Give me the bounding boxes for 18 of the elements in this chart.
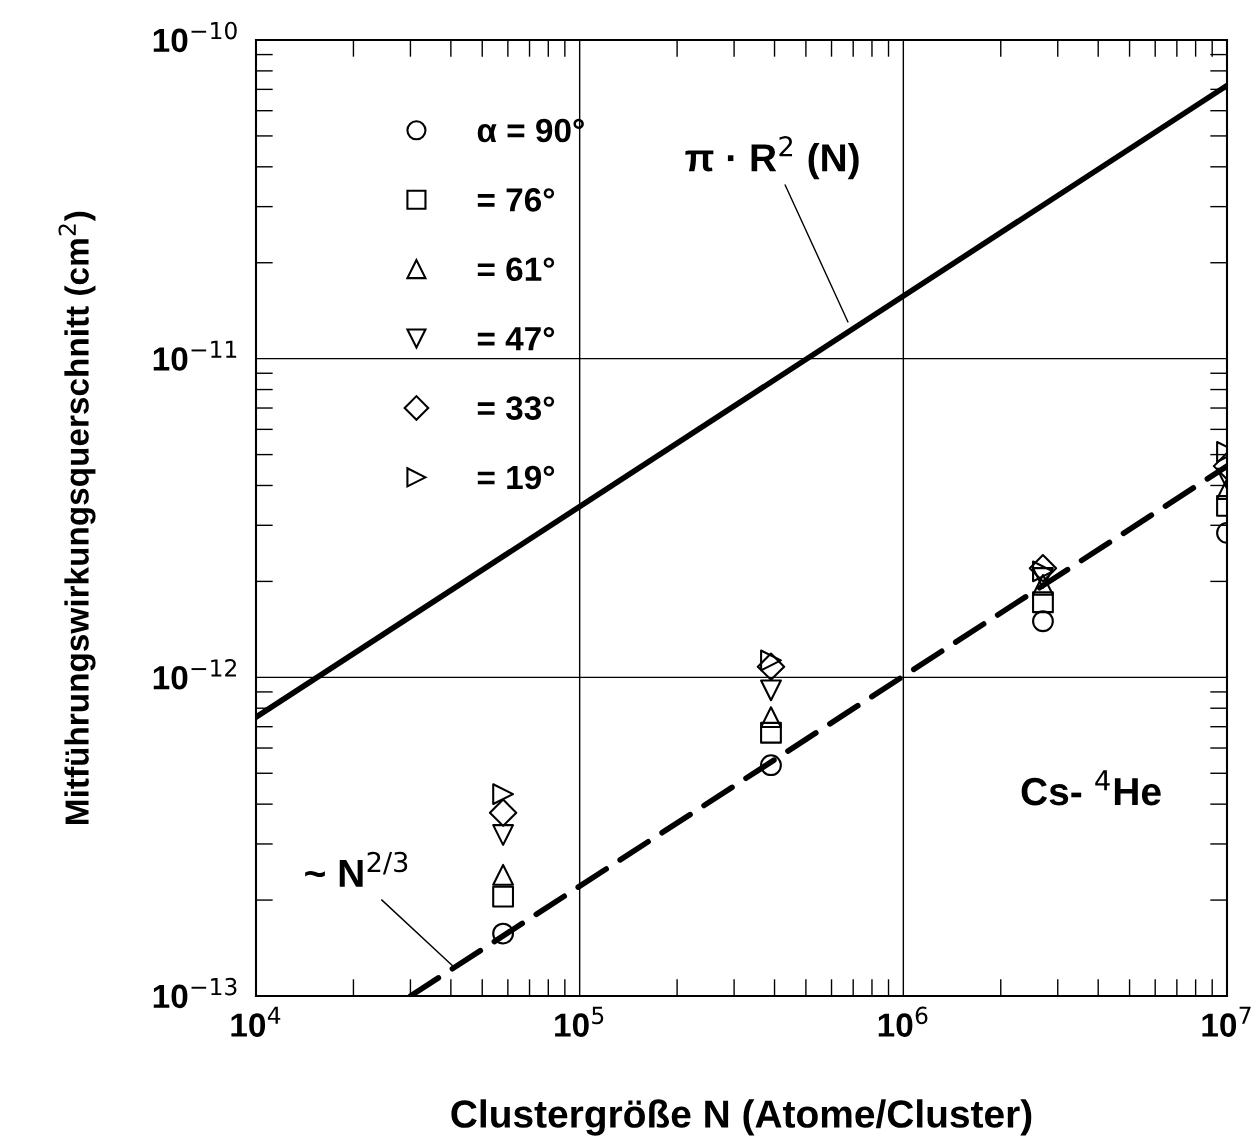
- x-tick-label: 10$^{6}$: [878, 1006, 928, 1037]
- x-tick-label: 10$^{7}$: [1202, 1006, 1251, 1037]
- legend-label: = 19°: [477, 465, 555, 490]
- y-tick-label: 10$^{−12}$: [153, 659, 236, 690]
- x-tick-label: 10$^{5}$: [555, 1006, 604, 1037]
- y-axis-title: Mitführungswirkungsquerschnitt (cm$^{2}$): [58, 211, 96, 824]
- y-tick-label: 10$^{−13}$: [153, 977, 237, 1009]
- annotation: ~ N$^{2/3}$: [305, 851, 408, 887]
- annotation: π · R$^{2}$ (N): [685, 136, 859, 180]
- legend-label: = 76°: [477, 188, 555, 212]
- legend-label: = 61°: [477, 257, 555, 282]
- y-tick-label: 10$^{−10}$: [153, 21, 237, 53]
- x-tick-label: 10$^{4}$: [231, 1006, 281, 1037]
- legend-label: = 47°: [477, 326, 555, 351]
- annotation: Cs- $^{4}$He: [1021, 770, 1161, 806]
- x-axis-title: Clustergröße N (Atome/Cluster): [451, 1099, 1032, 1136]
- y-tick-label: 10$^{−11}$: [153, 340, 237, 371]
- legend-label: = 33°: [477, 396, 555, 420]
